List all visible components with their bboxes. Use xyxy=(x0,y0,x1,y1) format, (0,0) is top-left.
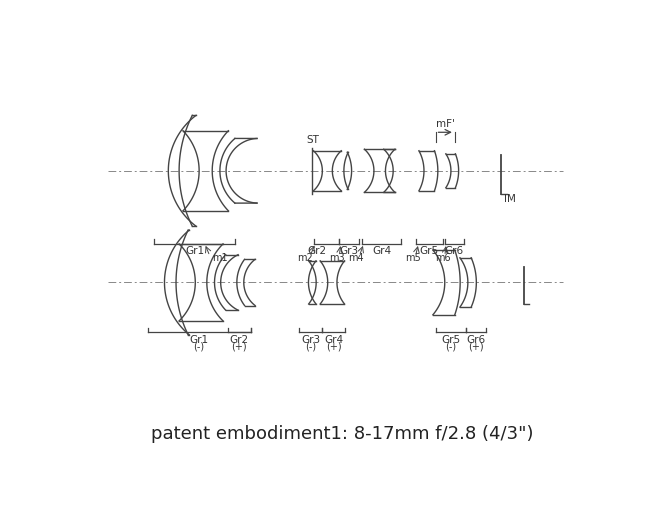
Text: m5: m5 xyxy=(405,253,421,263)
Text: m1: m1 xyxy=(212,253,228,263)
Text: (-): (-) xyxy=(305,342,317,352)
Text: Gr4: Gr4 xyxy=(325,335,343,345)
Text: m6: m6 xyxy=(436,253,451,263)
Text: (+): (+) xyxy=(326,342,342,352)
Text: mF': mF' xyxy=(436,119,455,129)
Text: Gr1: Gr1 xyxy=(185,246,204,256)
Text: (+): (+) xyxy=(231,342,247,352)
Text: Gr5: Gr5 xyxy=(442,335,460,345)
Text: Gr5: Gr5 xyxy=(420,246,439,256)
Text: (-): (-) xyxy=(194,342,204,352)
Text: IM: IM xyxy=(504,194,516,204)
Text: Gr1: Gr1 xyxy=(190,335,208,345)
Text: (-): (-) xyxy=(446,342,456,352)
Text: (+): (+) xyxy=(468,342,484,352)
Text: Gr3: Gr3 xyxy=(301,335,321,345)
Text: Gr6: Gr6 xyxy=(444,246,464,256)
Text: Gr6: Gr6 xyxy=(466,335,485,345)
Text: Gr4: Gr4 xyxy=(372,246,391,256)
Text: patent embodiment1: 8-17mm f/2.8 (4/3"): patent embodiment1: 8-17mm f/2.8 (4/3") xyxy=(151,425,534,443)
Text: m2: m2 xyxy=(297,253,313,263)
Text: Gr3: Gr3 xyxy=(339,246,358,256)
Text: Gr2: Gr2 xyxy=(307,246,326,256)
Text: Gr2: Gr2 xyxy=(230,335,248,345)
Text: ST: ST xyxy=(306,135,319,144)
Text: m4: m4 xyxy=(349,253,364,263)
Text: m3: m3 xyxy=(329,253,345,263)
